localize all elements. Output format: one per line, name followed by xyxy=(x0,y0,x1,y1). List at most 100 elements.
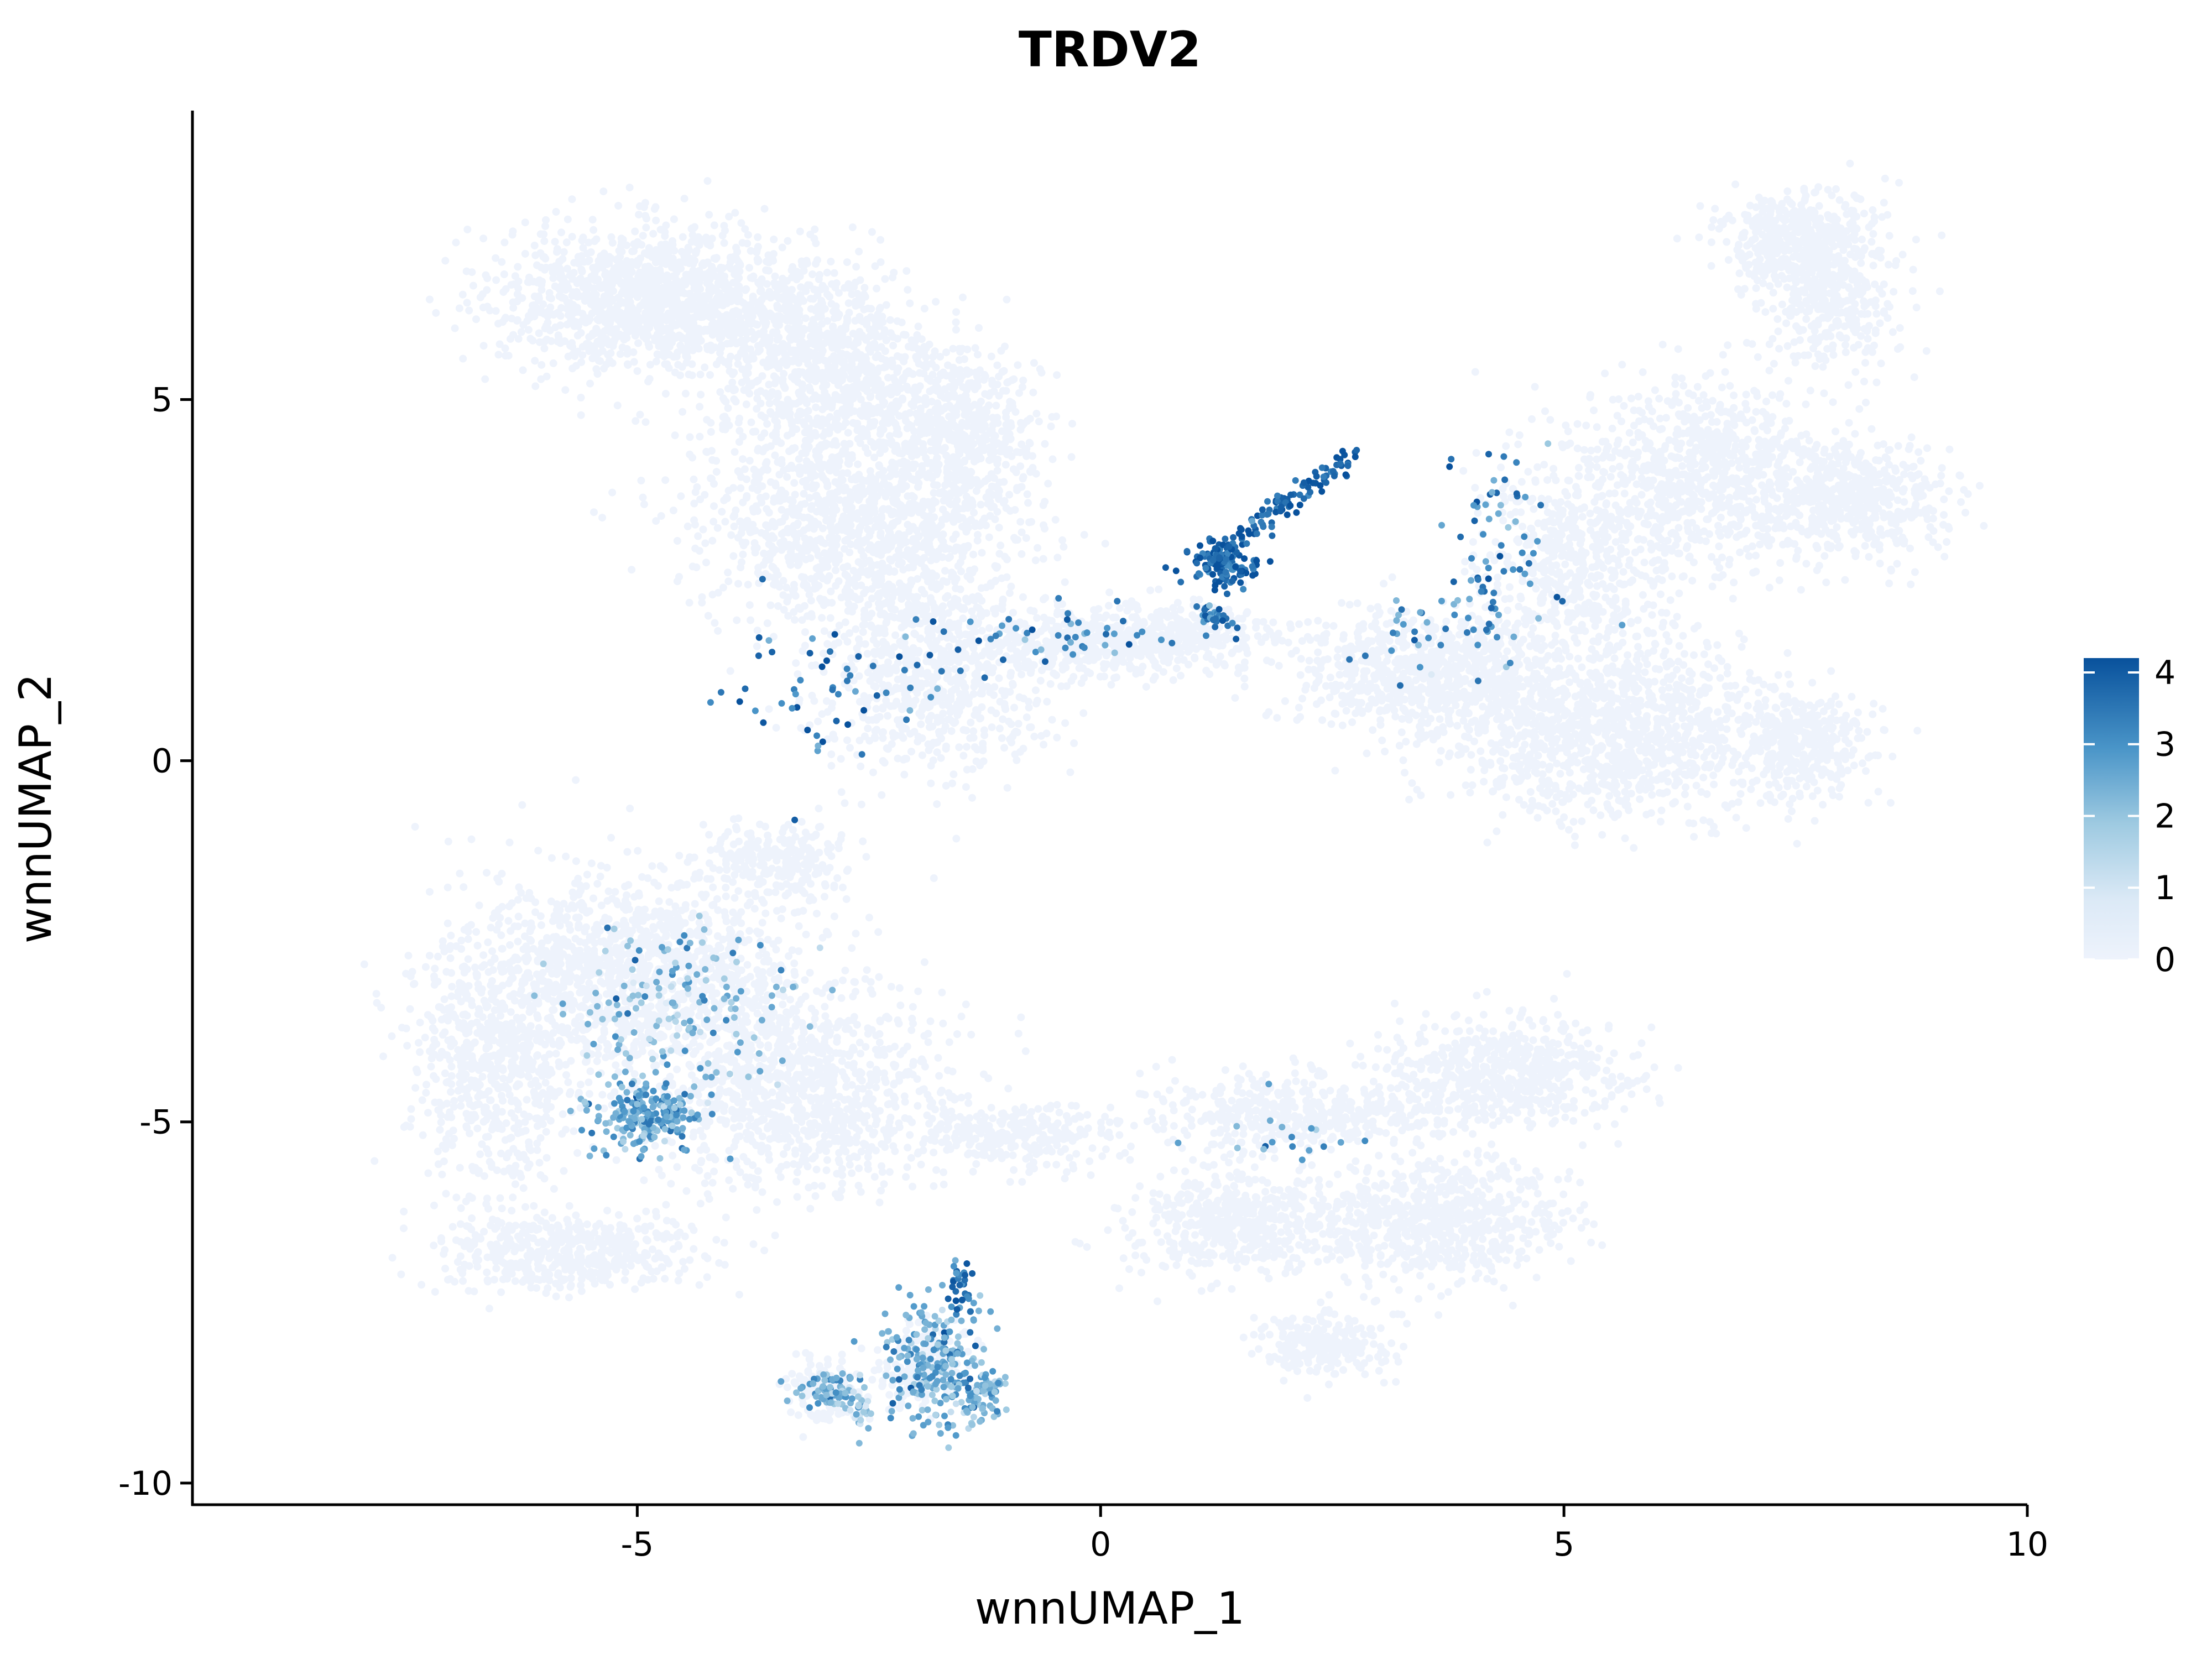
cell-point xyxy=(663,325,671,332)
cell-point xyxy=(726,331,733,338)
cell-point xyxy=(665,334,673,342)
cell-point xyxy=(933,454,941,462)
cell-point xyxy=(780,382,787,390)
cell-point xyxy=(739,239,747,247)
cell-point xyxy=(987,498,994,506)
cell-point xyxy=(879,681,887,688)
cell-point xyxy=(1034,697,1041,705)
cell-point xyxy=(690,236,698,244)
cell-point xyxy=(587,248,595,256)
cell-point xyxy=(960,654,968,661)
cell-point xyxy=(679,408,686,416)
cell-point xyxy=(820,650,827,658)
cell-point xyxy=(948,573,956,581)
cell-point xyxy=(694,307,702,315)
cell-point xyxy=(757,288,764,295)
cell-point xyxy=(800,325,807,333)
cell-point xyxy=(921,420,929,427)
cell-point xyxy=(890,614,898,622)
cell-point xyxy=(652,217,660,225)
cell-point xyxy=(823,269,831,276)
cell-point xyxy=(459,291,467,299)
cell-point xyxy=(747,274,755,282)
cell-point xyxy=(867,622,875,629)
cell-point xyxy=(997,541,1004,549)
cell-point xyxy=(815,520,822,528)
cell-point xyxy=(1002,461,1010,468)
cell-point xyxy=(807,305,815,313)
cell-point xyxy=(858,508,865,516)
cell-point xyxy=(712,255,719,263)
cell-point xyxy=(877,236,884,244)
cell-point xyxy=(845,284,853,292)
cell-point xyxy=(1061,578,1069,586)
cell-point xyxy=(988,653,995,661)
cell-point xyxy=(498,258,505,266)
cell-point xyxy=(738,366,746,373)
cell-point xyxy=(904,619,911,627)
cell-point xyxy=(591,330,598,337)
cell-point xyxy=(948,602,956,609)
cell-point xyxy=(683,249,691,257)
cell-point xyxy=(509,231,517,239)
cell-point xyxy=(735,266,743,274)
cell-point xyxy=(867,484,874,492)
cell-point xyxy=(898,706,906,713)
cell-point xyxy=(748,319,756,326)
cell-point xyxy=(933,748,941,756)
cell-point xyxy=(983,408,990,416)
cell-point xyxy=(948,780,956,787)
cell-point xyxy=(708,475,716,483)
cell-point xyxy=(531,357,539,364)
cell-point xyxy=(963,743,971,751)
cell-point xyxy=(669,241,676,249)
cell-point xyxy=(872,734,879,742)
cell-point xyxy=(1019,377,1027,384)
cell-point xyxy=(980,726,988,734)
cell-point xyxy=(1009,609,1017,617)
cell-point xyxy=(978,549,986,557)
cell-point xyxy=(855,558,863,566)
cell-point xyxy=(763,444,770,451)
cell-point xyxy=(906,300,914,307)
cell-point xyxy=(1025,704,1033,712)
cell-point xyxy=(847,540,854,548)
cell-point xyxy=(617,280,625,288)
cell-point xyxy=(866,517,874,525)
cell-point xyxy=(995,674,1003,682)
cell-point xyxy=(838,788,846,796)
cell-point xyxy=(855,248,863,255)
cell-point xyxy=(971,711,978,719)
cell-point xyxy=(826,490,834,498)
cell-point xyxy=(734,580,742,588)
cell-point xyxy=(854,461,862,468)
cell-point xyxy=(856,640,864,648)
cell-point xyxy=(801,628,809,636)
cell-point xyxy=(963,422,971,430)
cell-point xyxy=(804,612,811,620)
cell-point xyxy=(852,625,859,633)
cell-point xyxy=(759,315,767,322)
cell-point xyxy=(733,617,740,624)
cell-point xyxy=(933,800,941,808)
cell-point xyxy=(887,523,895,531)
cell-point xyxy=(426,296,434,304)
cell-point xyxy=(708,456,716,464)
cell-point xyxy=(854,371,862,378)
cell-point xyxy=(683,301,691,309)
cell-point xyxy=(996,724,1004,732)
cell-point xyxy=(907,748,915,755)
cell-point xyxy=(537,305,545,313)
cell-point xyxy=(832,391,839,399)
cell-point xyxy=(933,718,941,726)
cell-point xyxy=(739,455,747,463)
cell-point xyxy=(917,684,925,691)
cell-point xyxy=(838,516,846,524)
cell-point xyxy=(1076,664,1083,672)
cell-point xyxy=(641,212,649,220)
cell-point xyxy=(859,628,867,636)
cell-point xyxy=(783,473,791,481)
cell-point xyxy=(721,413,729,420)
cell-point xyxy=(1040,741,1047,749)
cell-point xyxy=(883,618,890,626)
